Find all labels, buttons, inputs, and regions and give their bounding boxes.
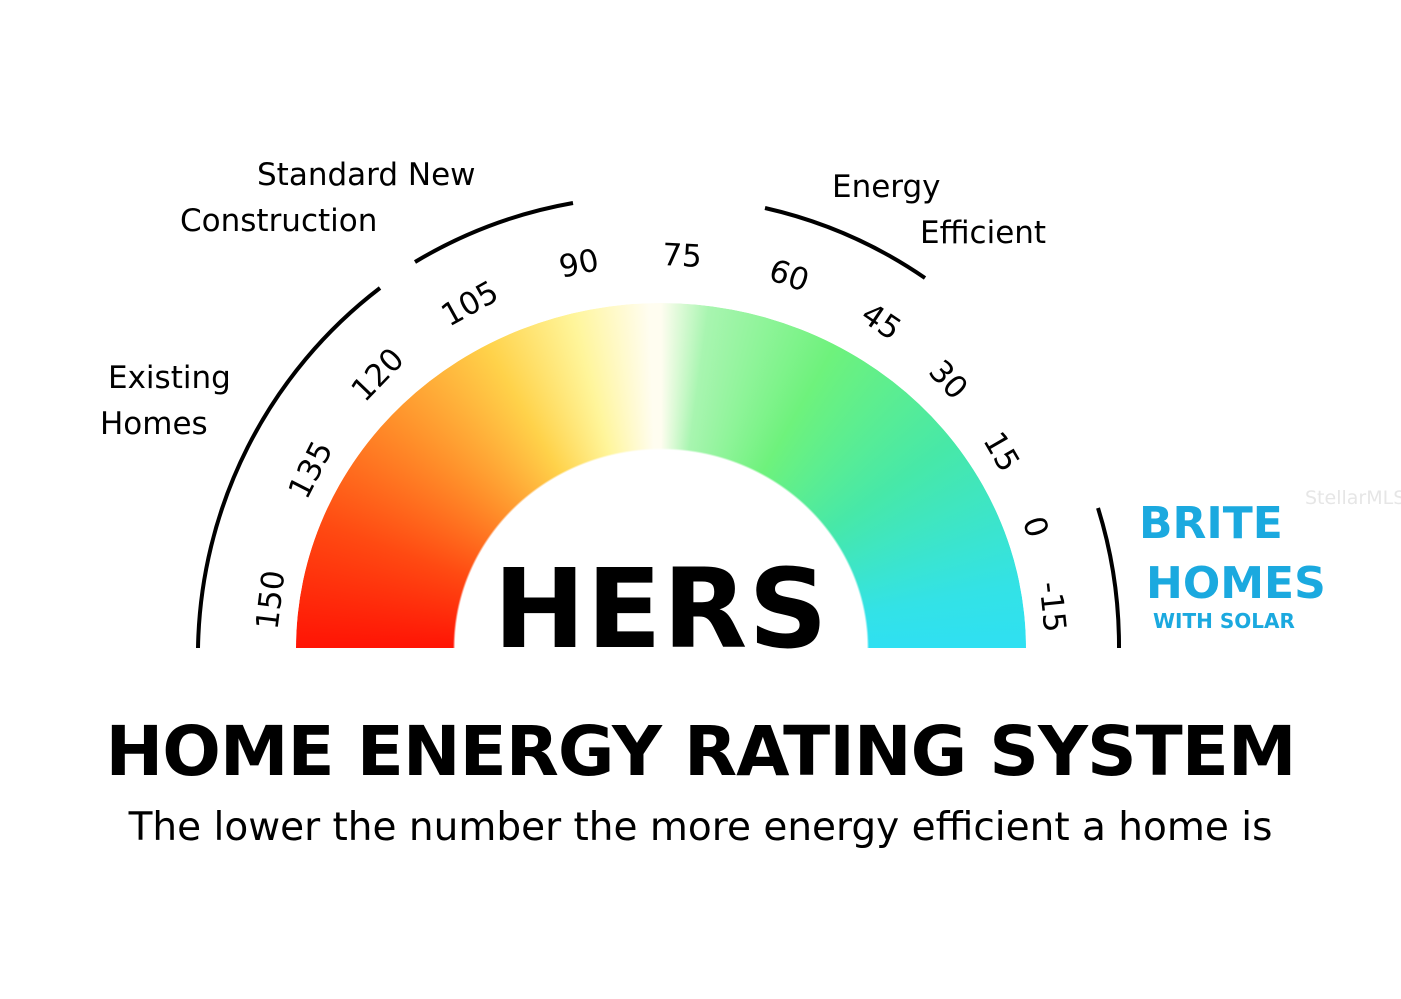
standard-construction-label: Standard New Construction xyxy=(180,152,476,244)
label-line: Construction xyxy=(180,203,378,239)
page-title: HOME ENERGY RATING SYSTEM xyxy=(105,712,1296,792)
subtitle: The lower the number the more energy eff… xyxy=(128,805,1273,850)
label-line: Homes xyxy=(100,406,208,442)
energy-efficient-arc xyxy=(764,206,927,280)
brand-line-3: WITH SOLAR xyxy=(1153,609,1295,633)
scale-tick-label: -15 xyxy=(1031,579,1073,634)
solar-arc xyxy=(1096,507,1122,649)
standard-construction-arc xyxy=(413,201,574,264)
hers-label: HERS xyxy=(493,545,829,673)
scale-tick-label: 75 xyxy=(660,236,703,275)
brand-line-2: HOMES xyxy=(1146,558,1326,609)
scale-tick-label: 150 xyxy=(249,568,293,632)
label-line: Standard New xyxy=(257,157,476,193)
watermark: StellarMLS xyxy=(1305,487,1401,509)
label-line: Efficient xyxy=(920,215,1047,251)
energy-efficient-label: Energy Efficient xyxy=(832,164,1046,256)
label-line: Existing xyxy=(108,360,231,396)
existing-homes-arc xyxy=(196,286,382,649)
brand-line-1: BRITE xyxy=(1139,498,1283,549)
existing-homes-label: Existing Homes xyxy=(100,355,231,447)
scale-tick-label: 90 xyxy=(556,241,603,286)
label-line: Energy xyxy=(832,169,941,205)
